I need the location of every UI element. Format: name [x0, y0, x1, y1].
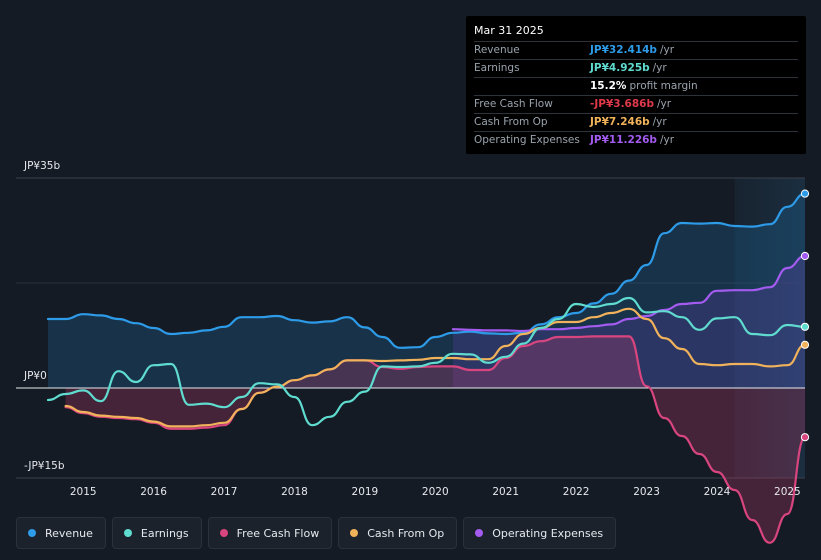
tooltip-unit: /yr — [659, 134, 675, 146]
end-marker-operating-expenses — [800, 251, 810, 261]
x-tick-label: 2023 — [633, 486, 660, 498]
x-tick-label: 2019 — [352, 486, 379, 498]
tooltip-unit: /yr — [652, 62, 667, 74]
marker-layer — [800, 189, 810, 442]
legend-item-revenue[interactable]: Revenue — [16, 517, 106, 549]
tooltip-label: Cash From Op — [474, 116, 548, 128]
tooltip-row-opex: Operating Expenses JP¥11.226b /yr — [474, 132, 798, 149]
legend-label: Cash From Op — [367, 526, 445, 540]
legend-label: Free Cash Flow — [236, 526, 320, 540]
x-tick-label: 2021 — [492, 486, 519, 498]
area-operating-expenses — [452, 256, 805, 388]
tooltip-row-cfo: Cash From Op JP¥7.246b /yr — [474, 114, 798, 132]
tooltip-label: Free Cash Flow — [474, 98, 553, 110]
tooltip-value: -JP¥3.686b — [590, 98, 654, 110]
tooltip-row-margin: 15.2% profit margin — [474, 78, 798, 96]
legend-item-cash-from-op[interactable]: Cash From Op — [338, 517, 458, 549]
data-tooltip: Mar 31 2025 Revenue JP¥32.414b /yr Earni… — [466, 16, 806, 154]
legend-label: Earnings — [140, 526, 189, 540]
end-marker-revenue — [800, 189, 810, 198]
end-marker-free-cash-flow — [800, 433, 810, 442]
forecast-shade — [734, 178, 805, 478]
legend-label: Operating Expenses — [492, 526, 604, 540]
x-tick-label: 2015 — [70, 486, 97, 498]
tooltip-value: 15.2% — [590, 80, 627, 92]
y-tick-label-bottom: -JP¥15b — [24, 460, 65, 472]
y-tick-label-zero: JP¥0 — [24, 370, 47, 382]
tooltip-unit: /yr — [652, 116, 667, 128]
x-tick-label: 2024 — [704, 486, 731, 498]
legend-dot-icon — [350, 529, 359, 537]
x-tick-label: 2022 — [563, 486, 590, 498]
legend-label: Revenue — [45, 526, 93, 540]
line-cash-from-op — [64, 307, 807, 428]
legend-dot-icon — [475, 529, 484, 537]
tooltip-value: JP¥7.246b — [590, 116, 650, 128]
end-marker-cash-from-op — [800, 340, 810, 349]
tooltip-value: JP¥11.226b — [590, 134, 657, 146]
tooltip-row-earnings: Earnings JP¥4.925b /yr — [474, 60, 798, 78]
tooltip-label: Operating Expenses — [474, 134, 580, 146]
line-free-cash-flow — [64, 335, 807, 544]
x-tick-label: 2016 — [140, 486, 167, 498]
line-earnings — [46, 296, 807, 427]
tooltip-label — [474, 78, 590, 95]
tooltip-value: JP¥4.925b — [590, 62, 650, 74]
legend-dot-icon — [123, 529, 132, 537]
x-axis-ticks: 2015 2016 2017 2018 2019 2020 2021 2022 2023 2024… — [70, 486, 801, 498]
end-marker-earnings — [800, 322, 810, 331]
legend-item-operating-expenses[interactable]: Operating Expenses — [463, 517, 617, 549]
x-tick-label: 2017 — [211, 486, 238, 498]
tooltip-label: Earnings — [474, 62, 520, 74]
legend-item-earnings[interactable]: Earnings — [111, 517, 202, 549]
legend-item-free-cash-flow[interactable]: Free Cash Flow — [207, 517, 333, 549]
tooltip-row-revenue: Revenue JP¥32.414b /yr — [474, 42, 798, 60]
y-tick-label-top: JP¥35b — [24, 160, 61, 172]
legend-dot-icon — [28, 529, 36, 537]
line-operating-expenses — [451, 254, 807, 333]
line-layer — [46, 192, 807, 544]
area-revenue — [48, 193, 805, 388]
x-tick-label: 2018 — [281, 486, 308, 498]
tooltip-date: Mar 31 2025 — [474, 23, 798, 42]
tooltip-row-fcf: Free Cash Flow -JP¥3.686b /yr — [474, 96, 798, 114]
x-tick-label: 2020 — [422, 486, 449, 498]
legend-dot-icon — [219, 529, 228, 537]
tooltip-unit: /yr — [657, 98, 672, 110]
tooltip-value: JP¥32.414b — [590, 44, 657, 56]
x-tick-label: 2025 — [774, 486, 801, 498]
tooltip-label: Revenue — [474, 44, 520, 56]
line-revenue — [46, 192, 807, 349]
chart-legend: Revenue Earnings Free Cash Flow Cash Fro… — [16, 517, 617, 549]
tooltip-unit: profit margin — [629, 80, 698, 92]
tooltip-unit: /yr — [659, 44, 675, 56]
